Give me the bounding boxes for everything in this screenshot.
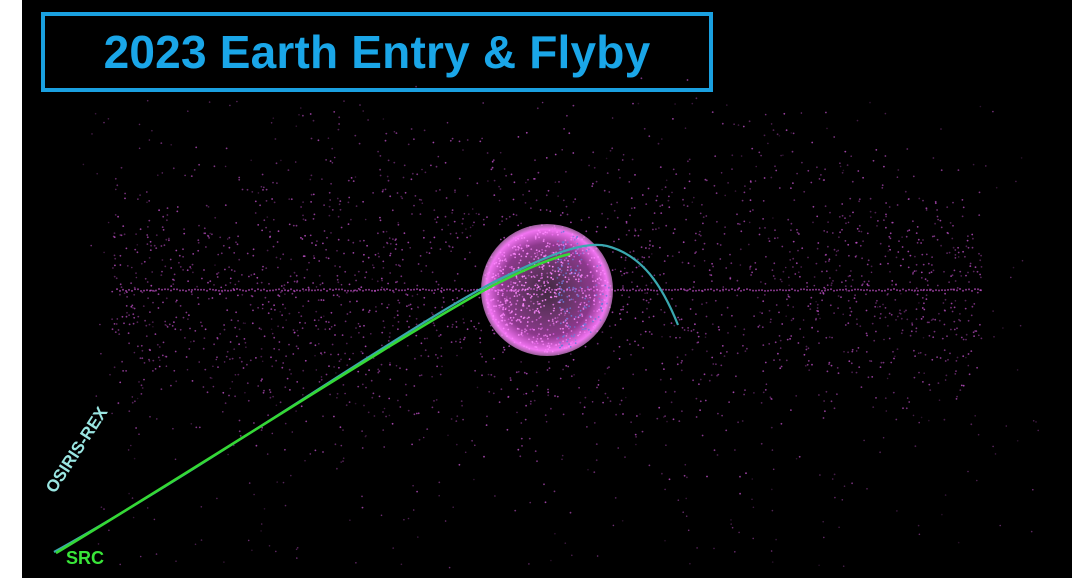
src-trajectory: [55, 252, 571, 555]
debris-field: [81, 77, 1039, 569]
earth: [481, 224, 613, 356]
earth-speckle: [484, 229, 610, 353]
title-box: 2023 Earth Entry & Flyby: [41, 12, 713, 92]
src-label: SRC: [66, 548, 105, 568]
visualization-frame: 2023 Earth Entry & Flyby OSIRIS-REX SRC: [22, 0, 1072, 578]
scene: [53, 77, 1039, 569]
page-title: 2023 Earth Entry & Flyby: [103, 26, 651, 78]
